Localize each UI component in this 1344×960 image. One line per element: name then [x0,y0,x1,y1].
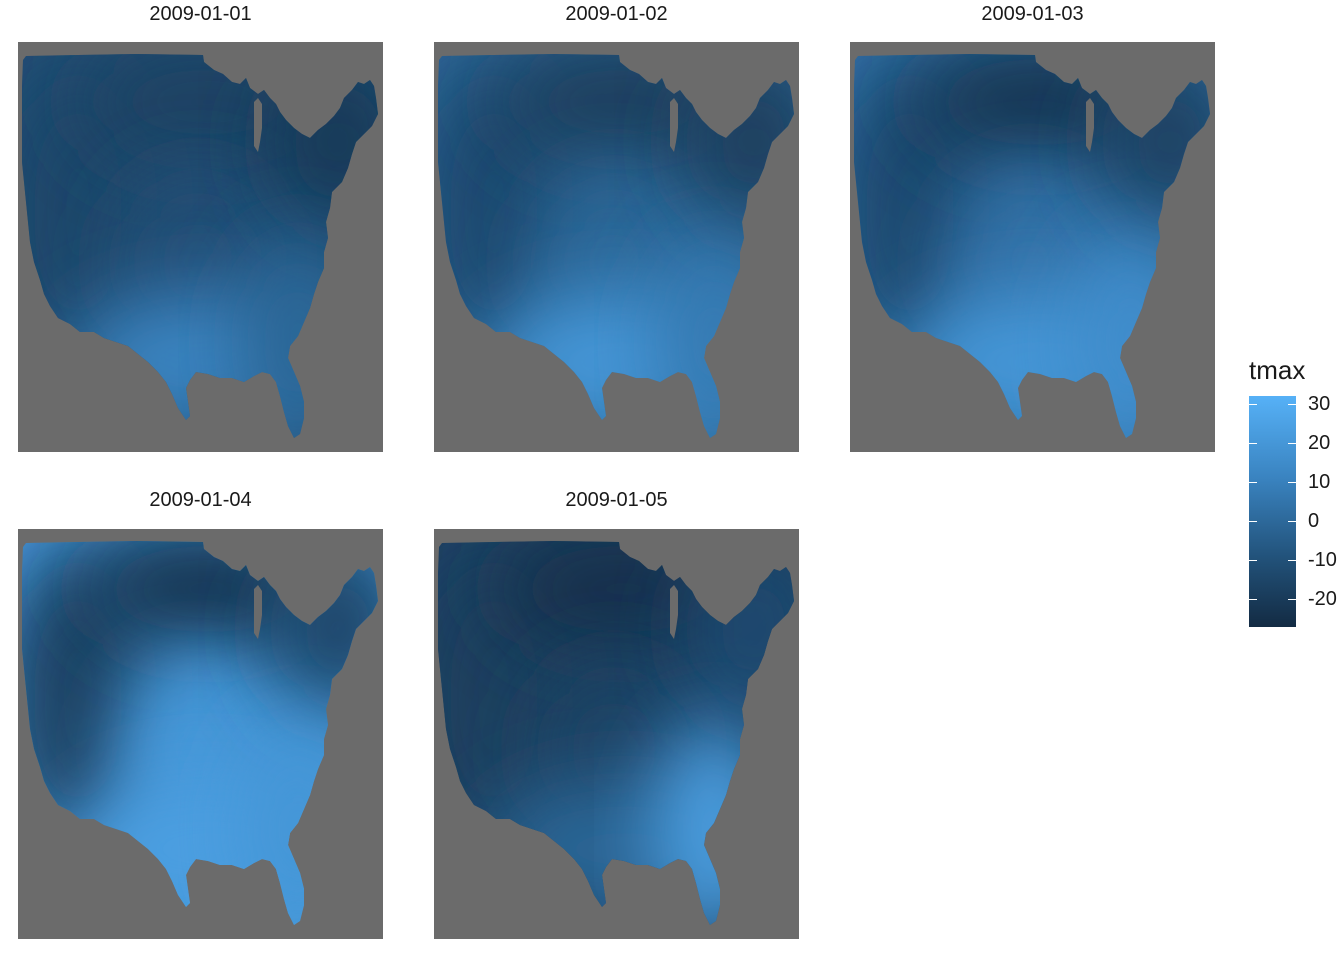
great-lakes [254,98,262,152]
legend-tick-right [1288,521,1296,522]
facet-title: 2009-01-03 [981,3,1084,25]
facet-title: 2009-01-04 [149,489,252,511]
region-southeast [238,719,358,925]
legend-tick-left [1249,521,1257,522]
legend-tick-left [1249,599,1257,600]
us-map [854,54,1210,438]
us-map [438,541,794,925]
legend-tick-right [1288,404,1296,405]
us-map [438,54,794,438]
us-map [22,541,378,925]
great-lakes [670,98,678,152]
region-southeast [238,232,358,438]
map-panel [18,42,383,452]
legend-tick-right [1288,443,1296,444]
region-southeast [654,719,774,925]
map-panel [434,42,799,452]
temperature-raster [438,54,794,438]
region-southeast [1070,232,1190,438]
legend-tick-left [1249,404,1257,405]
facet-title: 2009-01-05 [565,489,668,511]
map-panel [434,529,799,939]
map-panel [18,529,383,939]
legend-colorbar [1249,396,1296,627]
legend-tick-right [1288,482,1296,483]
legend-label: -10 [1308,549,1337,571]
legend-title: tmax [1249,355,1306,385]
region-southeast [654,232,774,438]
great-lakes [1086,98,1094,152]
legend-label: 30 [1308,393,1331,415]
great-lakes [670,585,678,639]
legend-tick-left [1249,443,1257,444]
temperature-raster [22,54,378,438]
temperature-raster [854,54,1210,438]
legend-tick-right [1288,560,1296,561]
map-panel [850,42,1215,452]
legend-label: 10 [1308,471,1331,493]
legend-label: 0 [1308,510,1320,532]
temperature-raster [22,541,378,925]
legend-tick-right [1288,599,1296,600]
facet-title: 2009-01-02 [565,3,668,25]
great-lakes [254,585,262,639]
legend-label: 20 [1308,432,1331,454]
legend-tick-left [1249,560,1257,561]
facet-title: 2009-01-01 [149,3,252,25]
legend-label: -20 [1308,588,1337,610]
legend-tick-left [1249,482,1257,483]
us-map [22,54,378,438]
temperature-raster [438,541,794,925]
